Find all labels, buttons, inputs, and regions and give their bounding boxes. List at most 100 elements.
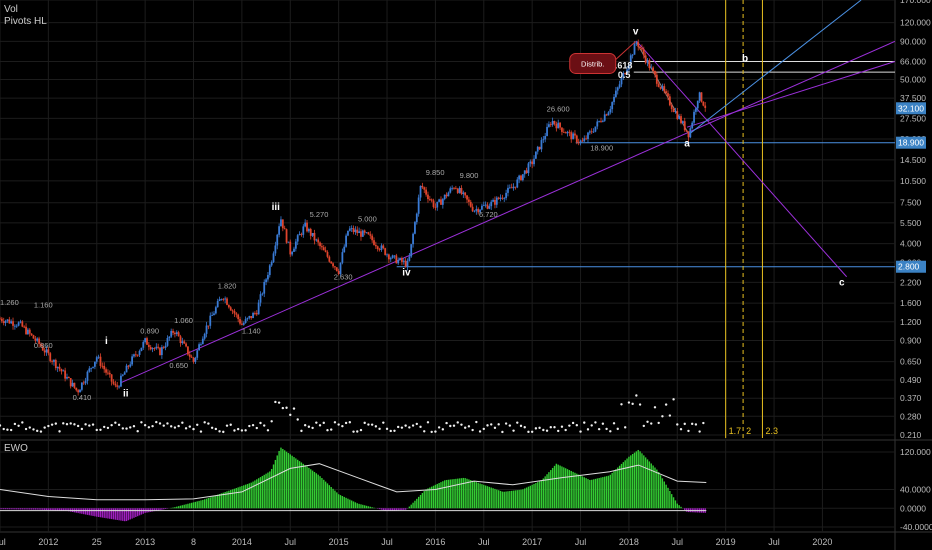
pivot-label: 0.860 xyxy=(34,341,53,350)
candle-body xyxy=(12,321,14,326)
volume-dot xyxy=(493,426,497,430)
volume-dot xyxy=(244,429,247,432)
candle-body xyxy=(213,313,215,316)
candle-body xyxy=(181,341,184,344)
candle-body xyxy=(334,266,336,268)
candle-body xyxy=(116,385,119,387)
candle-body xyxy=(464,192,467,196)
candle-body xyxy=(86,371,89,381)
y-tick-label: 0.370 xyxy=(900,393,922,403)
volume-dot xyxy=(620,403,623,406)
candle-body xyxy=(587,132,589,140)
candle-body xyxy=(376,246,379,250)
candle-body xyxy=(147,344,150,348)
candle-body xyxy=(64,370,67,379)
candle-body xyxy=(291,251,294,255)
candle-body xyxy=(389,258,392,260)
candle-body xyxy=(661,86,664,89)
pivot-label: 26.600 xyxy=(547,105,570,114)
candle-body xyxy=(170,330,173,337)
volume-dot xyxy=(568,424,571,427)
candle-body xyxy=(317,239,320,243)
candle-body xyxy=(417,197,420,214)
volume-dot xyxy=(553,426,556,429)
volume-dot xyxy=(597,427,601,431)
volume-dot xyxy=(664,403,668,406)
candle-body xyxy=(313,232,316,241)
volume-dot xyxy=(218,430,221,433)
candle-body xyxy=(250,316,253,319)
x-tick-label: 2018 xyxy=(619,537,639,547)
candle-body xyxy=(27,329,29,335)
volume-dot xyxy=(236,427,240,431)
candle-body xyxy=(49,353,52,362)
volume-dot xyxy=(385,427,389,431)
candle-body xyxy=(207,325,210,327)
candle-body xyxy=(579,140,582,143)
candle-body xyxy=(345,235,347,247)
volume-dot xyxy=(300,429,303,433)
candle-body xyxy=(581,140,584,142)
candle-body xyxy=(337,270,340,275)
candle-body xyxy=(473,210,476,212)
fib-line-up xyxy=(688,0,862,135)
candle-body xyxy=(302,226,305,235)
candle-body xyxy=(456,188,459,193)
pivot-label: 1.260 xyxy=(0,298,19,307)
candle-body xyxy=(203,333,206,339)
distrib-callout-text: Distrib. xyxy=(581,59,604,68)
candle-body xyxy=(650,67,653,69)
candle-body xyxy=(153,348,156,349)
volume-dot xyxy=(117,423,121,427)
candle-body xyxy=(613,96,615,103)
volume-dot xyxy=(415,422,418,426)
candle-body xyxy=(531,161,534,165)
candle-body xyxy=(160,347,163,356)
candle-body xyxy=(665,91,668,94)
candle-body xyxy=(674,111,677,113)
volume-dot xyxy=(36,429,39,433)
candle-body xyxy=(319,242,321,247)
candle-body xyxy=(324,250,327,252)
volume-dot xyxy=(441,428,445,431)
candle-body xyxy=(0,318,3,322)
time-label: 2 xyxy=(746,426,751,436)
candle-body xyxy=(190,356,193,358)
candle-body xyxy=(112,381,115,384)
candle-body xyxy=(704,105,707,108)
volume-dot xyxy=(140,421,143,424)
pivot-label: 0.890 xyxy=(140,327,159,336)
candle-body xyxy=(654,70,656,75)
candle-body xyxy=(51,361,53,362)
y-tick-label: 5.500 xyxy=(900,218,922,228)
candle-body xyxy=(607,112,610,116)
candle-body xyxy=(304,222,307,227)
candle-body xyxy=(637,42,640,47)
volume-dot xyxy=(363,421,366,425)
candle-body xyxy=(538,146,541,150)
candle-body xyxy=(512,186,515,189)
candle-body xyxy=(263,282,266,294)
candle-body xyxy=(616,87,619,91)
ewo-y-tick-label: -40.0000 xyxy=(900,522,932,532)
candle-body xyxy=(668,96,671,106)
candle-body xyxy=(681,121,684,124)
candle-body xyxy=(144,338,147,342)
x-tick-label: 25 xyxy=(92,537,102,547)
volume-dot xyxy=(378,427,381,431)
candle-body xyxy=(79,389,81,393)
volume-dot xyxy=(352,430,355,433)
candle-body xyxy=(274,245,277,254)
ewo-panel-title: EWO xyxy=(4,443,28,454)
candle-body xyxy=(168,336,171,338)
pivot-label: 9.800 xyxy=(460,171,479,180)
ewo-signal-line xyxy=(0,463,707,501)
candle-body xyxy=(17,322,20,326)
volume-dot xyxy=(449,424,452,428)
pivot-label: 0.410 xyxy=(73,393,92,402)
candle-body xyxy=(492,199,494,202)
volume-dot xyxy=(203,421,206,424)
candle-body xyxy=(415,213,418,223)
candle-body xyxy=(497,197,500,199)
